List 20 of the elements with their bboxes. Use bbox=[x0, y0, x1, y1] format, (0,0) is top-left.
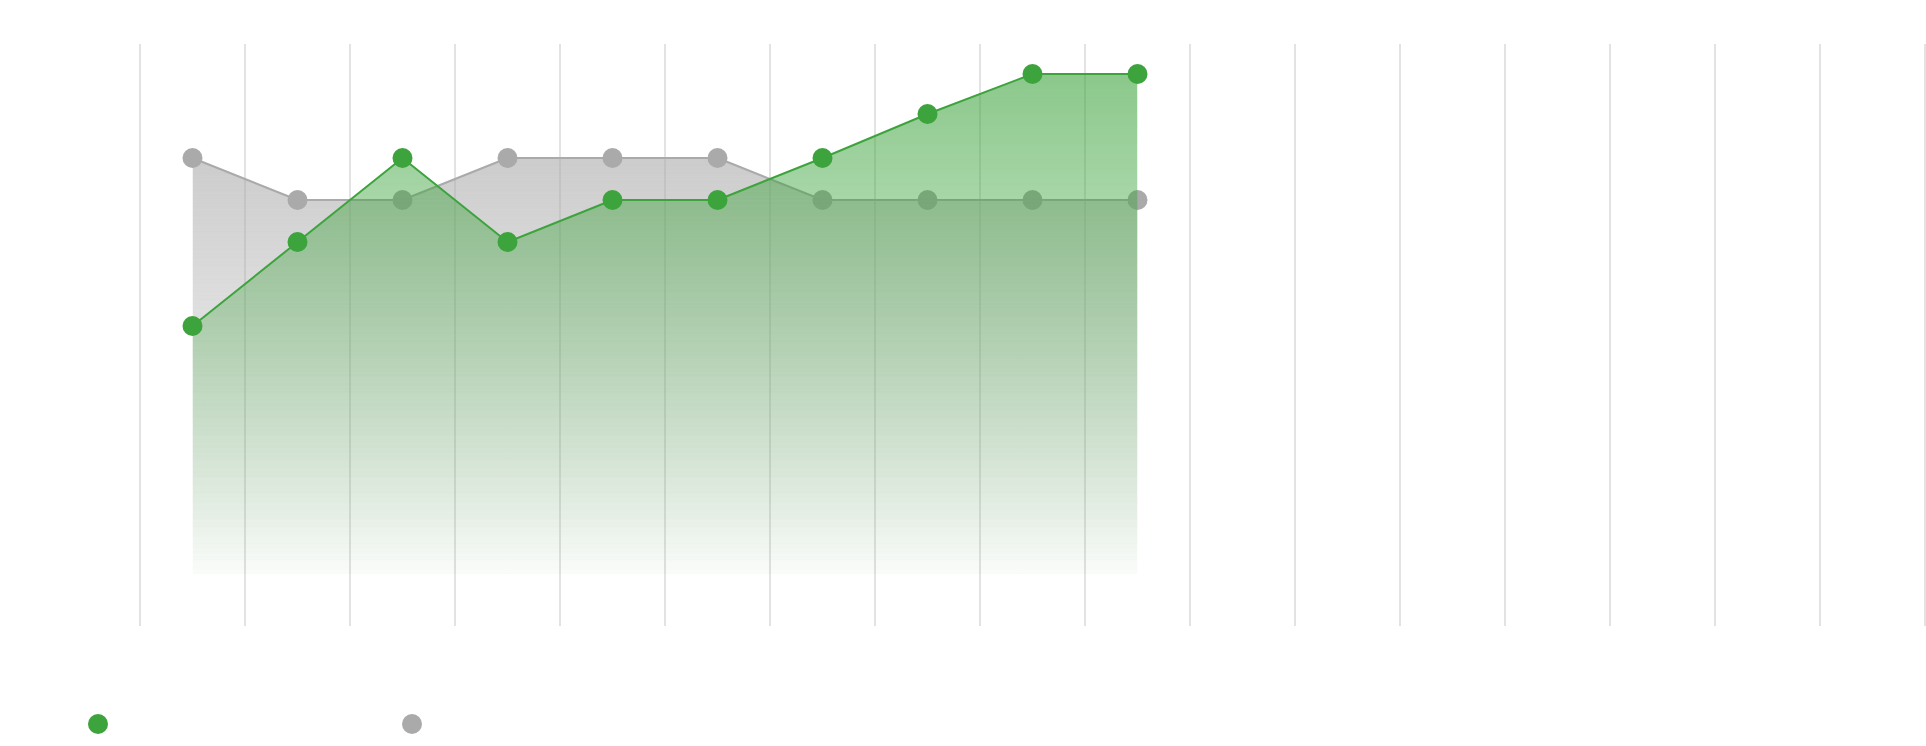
point bbox=[287, 190, 308, 210]
point bbox=[812, 190, 833, 210]
point bbox=[1022, 64, 1043, 84]
point bbox=[1127, 190, 1148, 210]
point bbox=[392, 190, 413, 210]
point bbox=[1022, 190, 1043, 210]
point bbox=[707, 190, 728, 210]
point bbox=[182, 316, 203, 336]
point bbox=[602, 148, 623, 168]
point bbox=[602, 190, 623, 210]
point bbox=[182, 148, 203, 168]
point bbox=[812, 148, 833, 168]
point bbox=[917, 104, 938, 124]
point bbox=[392, 148, 413, 168]
point bbox=[917, 190, 938, 210]
point bbox=[1127, 64, 1148, 84]
point bbox=[497, 232, 518, 252]
point bbox=[707, 148, 728, 168]
point bbox=[287, 232, 308, 252]
point bbox=[497, 148, 518, 168]
